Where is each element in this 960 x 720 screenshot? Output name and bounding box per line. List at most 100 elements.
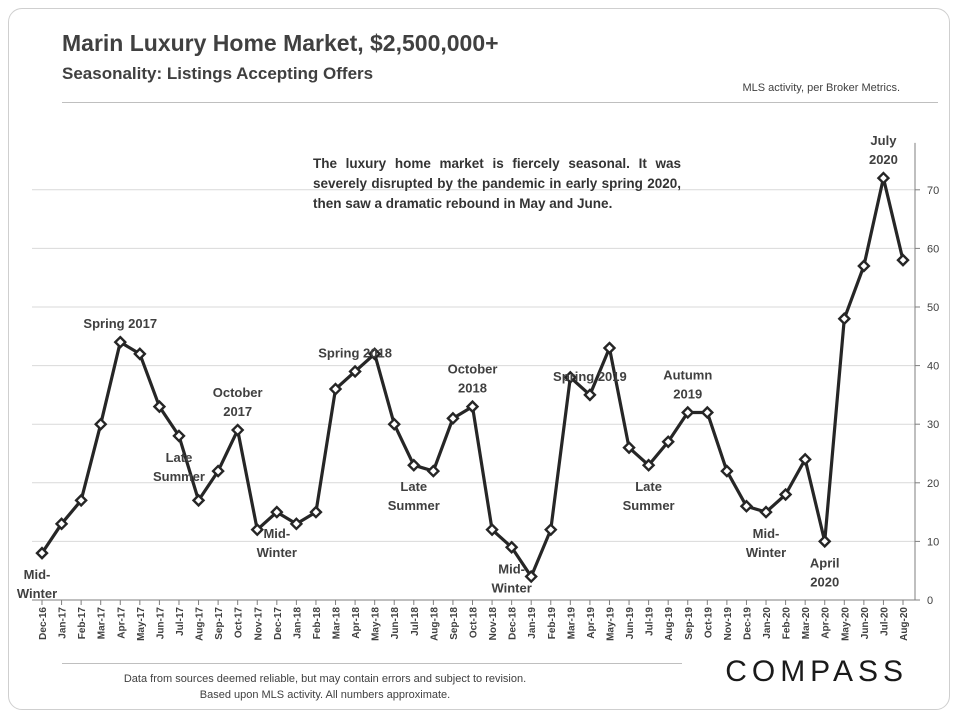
annotation-label: July — [870, 133, 897, 148]
data-point — [367, 347, 382, 361]
data-point — [720, 464, 734, 478]
x-tick-label: Nov-17 — [253, 607, 264, 641]
data-point — [211, 464, 225, 478]
y-tick-label: 0 — [927, 595, 933, 607]
y-tick-label: 50 — [927, 302, 939, 314]
data-point — [74, 493, 88, 508]
annotation-label: 2019 — [673, 386, 702, 401]
annotation-label: Spring 2018 — [318, 345, 392, 360]
compass-logo: COMPASS — [725, 655, 908, 689]
data-point — [544, 522, 558, 537]
x-tick-label: Feb-19 — [547, 607, 558, 640]
data-point — [191, 493, 206, 508]
chart-annotation: The luxury home market is fiercely seaso… — [313, 156, 681, 211]
x-tick-label: Mar-20 — [801, 607, 812, 640]
x-tick-label: Oct-19 — [703, 607, 714, 639]
footer-divider — [62, 663, 682, 664]
annotation-label: Winter — [257, 545, 297, 560]
y-tick-label: 30 — [927, 419, 939, 431]
x-tick-label: Oct-18 — [469, 607, 480, 639]
x-tick-label: Dec-16 — [38, 607, 49, 640]
x-tick-label: Jan-20 — [762, 607, 773, 639]
x-tick-label: Jun-17 — [155, 607, 166, 640]
gridlines — [32, 189, 915, 542]
annotation-label: Spring 2019 — [553, 369, 627, 384]
annotation-label: Winter — [17, 586, 57, 601]
footnote-line-2: Based upon MLS activity. All numbers app… — [199, 689, 451, 701]
annotation-label: Winter — [491, 580, 531, 595]
footnote: Data from sources deemed reliable, but m… — [60, 671, 590, 703]
data-point — [35, 546, 49, 560]
data-point — [837, 312, 851, 326]
x-tick-label: Nov-18 — [488, 607, 499, 641]
data-point — [896, 253, 910, 267]
x-tick-label: Sep-17 — [214, 607, 225, 640]
data-point — [681, 405, 695, 420]
y-tick-label: 70 — [927, 185, 939, 197]
data-point — [778, 487, 793, 502]
annotation-label: 2017 — [223, 404, 252, 419]
data-point — [504, 540, 519, 554]
data-point — [641, 458, 656, 472]
x-tick-label: Dec-19 — [742, 607, 753, 640]
annotation-label: October — [448, 362, 498, 377]
y-tick-label: 60 — [927, 243, 939, 255]
x-tick-label: Mar-18 — [332, 607, 343, 640]
x-tick-label: Jul-17 — [175, 607, 186, 636]
series-line-group — [40, 176, 905, 579]
data-point — [152, 399, 167, 414]
data-point — [113, 335, 127, 349]
data-point — [250, 522, 264, 537]
annotation-label: 2020 — [810, 574, 839, 589]
annotation-label: Mid- — [753, 526, 780, 541]
x-tick-label: Jul-19 — [645, 607, 656, 636]
data-point — [348, 364, 362, 379]
x-tick-label: Apr-18 — [351, 607, 362, 639]
data-point — [289, 517, 304, 531]
x-tick-label: Nov-19 — [723, 607, 734, 641]
data-point — [426, 464, 441, 478]
data-point — [270, 505, 284, 519]
x-tick-label: Apr-19 — [586, 607, 597, 639]
data-point — [328, 382, 343, 396]
x-tick-label: Jun-19 — [625, 607, 636, 640]
chart-title: Marin Luxury Home Market, $2,500,000+ — [62, 30, 499, 56]
x-tick-label: Dec-18 — [508, 607, 519, 640]
chart-subtitle: Seasonality: Listings Accepting Offers — [62, 64, 374, 83]
x-tick-label: Feb-17 — [77, 607, 88, 640]
data-point — [622, 440, 636, 455]
annotation-label: Autumn — [663, 367, 712, 382]
x-tick-label: May-19 — [605, 607, 616, 641]
x-tick-label: Jul-18 — [410, 607, 421, 636]
data-point — [759, 505, 773, 519]
y-tick-label: 40 — [927, 361, 939, 373]
y-tick-label: 20 — [927, 478, 939, 490]
x-tick-label: Aug-17 — [195, 607, 206, 641]
annotation-label: 2020 — [869, 152, 898, 167]
annotation-label: 2018 — [458, 381, 487, 396]
annotation-label: Summer — [388, 498, 440, 513]
data-point — [876, 171, 891, 185]
data-point — [230, 423, 245, 437]
annotation-label: Late — [635, 479, 662, 494]
data-point — [485, 522, 499, 537]
data-point — [563, 370, 578, 385]
x-tick-label: Sep-18 — [449, 607, 460, 640]
annotation-labels: Mid- Winter Spring 2017 Late Summer October 20… — [17, 133, 898, 601]
x-tick-label: Feb-20 — [782, 607, 793, 640]
data-point — [465, 399, 480, 414]
data-point — [407, 458, 421, 472]
source-note: MLS activity, per Broker Metrics. — [742, 82, 901, 94]
data-point — [309, 505, 323, 519]
x-tick-label: Jun-18 — [390, 607, 401, 640]
x-tick-label: Dec-17 — [273, 607, 284, 640]
data-point — [94, 417, 108, 431]
header-divider — [62, 102, 938, 103]
x-tick-label: Oct-17 — [234, 607, 245, 639]
data-point — [133, 347, 147, 361]
data-point — [524, 569, 538, 584]
data-points — [35, 171, 910, 584]
x-tick-label: Aug-19 — [664, 607, 675, 641]
annotation-label: Summer — [623, 498, 675, 513]
annotation-label: Summer — [153, 469, 205, 484]
